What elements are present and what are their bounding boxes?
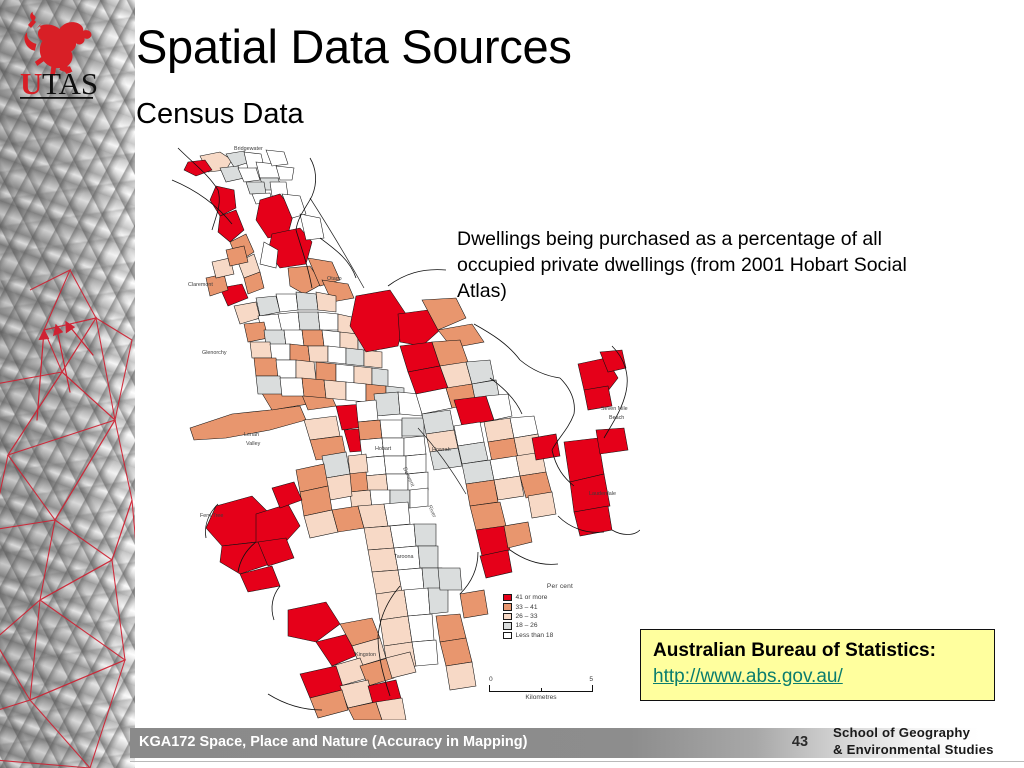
- scalebar-end-label: 5: [589, 676, 593, 683]
- map-region-group-hobart-city: [295, 391, 443, 595]
- map-legend: Per cent 41 or more 33 – 41 26 – 33 18 –…: [503, 583, 599, 640]
- map-place-labels: Bridgewater Claremont Otago Glenorchy Le…: [188, 146, 628, 658]
- legend-label-less-than-18: Less than 18: [515, 631, 554, 639]
- map-label-taroona: Taroona: [394, 554, 413, 560]
- utas-wordmark-tas: TAS: [42, 66, 98, 101]
- map-label-otago: Otago: [327, 276, 342, 282]
- map-region-group-seven-mile-beach: [577, 349, 627, 411]
- utas-lion-crest-icon: [24, 11, 92, 76]
- map-label-seven-mile-line1: Seven Mile: [601, 406, 628, 412]
- scalebar-start-label: 0: [489, 676, 493, 683]
- page-subtitle: Census Data: [136, 98, 304, 130]
- legend-row-41-or-more: 41 or more: [503, 593, 599, 602]
- map-label-lauderdale: Lauderdale: [589, 491, 616, 497]
- source-callout-box: Australian Bureau of Statistics: http://…: [640, 629, 995, 701]
- tin-network-overlay-icon: [0, 268, 135, 768]
- footer-course-label: KGA172 Space, Place and Nature (Accuracy…: [139, 734, 528, 750]
- map-label-bridgewater: Bridgewater: [234, 146, 263, 152]
- map-caption: Dwellings being purchased as a percentag…: [457, 228, 907, 302]
- slide-footer: KGA172 Space, Place and Nature (Accuracy…: [0, 720, 1024, 768]
- map-label-lenah-valley-line2: Valley: [246, 441, 261, 447]
- choropleth-map: .p { stroke:#111; stroke-width:0.55; } .…: [160, 138, 640, 720]
- hobart-choropleth-svg: .p { stroke:#111; stroke-width:0.55; } .…: [171, 146, 640, 720]
- map-label-glenorchy: Glenorchy: [202, 350, 227, 356]
- map-region-group-glenorchy: [233, 291, 389, 389]
- scalebar-units-label: Kilometres: [525, 694, 557, 701]
- footer-school-line2: & Environmental Studies: [833, 742, 994, 757]
- legend-row-33-41: 33 – 41: [503, 602, 599, 611]
- legend-row-less-than-18: Less than 18: [503, 631, 599, 640]
- source-url-link[interactable]: http://www.abs.gov.au/: [653, 666, 843, 687]
- map-region-group-lauderdale: [563, 427, 629, 537]
- legend-label-33-41: 33 – 41: [515, 603, 538, 611]
- legend-swatch-18-26: [503, 622, 512, 630]
- map-scalebar: 0 5 Kilometres: [489, 676, 593, 701]
- utas-wordmark-u: U: [20, 66, 42, 101]
- decorative-sidebar: [0, 0, 135, 768]
- scalebar-midpoint-tick: [541, 688, 543, 691]
- scalebar-bar: [489, 685, 593, 692]
- utas-wordmark: U TAS: [20, 66, 98, 101]
- map-label-howrah: Howrah: [432, 447, 451, 453]
- hillshade-terrain-icon: [0, 0, 135, 768]
- source-title: Australian Bureau of Statistics:: [653, 640, 936, 661]
- footer-rule: [130, 761, 1024, 762]
- footer-school-label: School of Geography & Environmental Stud…: [833, 724, 994, 758]
- legend-swatch-less-than-18: [503, 631, 512, 639]
- map-coastline: [171, 147, 640, 711]
- footer-bar: [130, 728, 1024, 758]
- legend-swatch-26-33: [503, 612, 512, 621]
- map-region-group-west-corridor: [205, 185, 265, 307]
- page-title: Spatial Data Sources: [136, 20, 572, 73]
- footer-school-line1: School of Geography: [833, 725, 971, 740]
- legend-row-26-33: 26 – 33: [503, 612, 599, 621]
- map-label-hobart: Hobart: [375, 446, 392, 452]
- map-region-group-north: [183, 149, 295, 205]
- legend-label-18-26: 18 – 26: [515, 622, 538, 630]
- legend-swatch-33-41: [503, 603, 512, 611]
- map-label-lenah-valley-line1: Lenah: [244, 432, 259, 438]
- legend-row-18-26: 18 – 26: [503, 621, 599, 630]
- utas-logo: U TAS: [20, 11, 98, 101]
- legend-title: Per cent: [546, 583, 574, 590]
- map-label-fern-tree: Fern Tree: [200, 513, 223, 519]
- footer-page-number: 43: [791, 734, 809, 750]
- map-region-group-howrah: [421, 393, 561, 579]
- legend-label-26-33: 26 – 33: [515, 612, 538, 620]
- map-label-kingston: Kingston: [355, 652, 376, 658]
- legend-label-41-or-more: 41 or more: [515, 594, 548, 602]
- map-region-group-fern-tree: [205, 481, 303, 593]
- map-region-group-risdon: [255, 193, 355, 303]
- map-label-claremont: Claremont: [188, 282, 213, 288]
- utas-underline: [20, 97, 93, 99]
- map-river: [309, 197, 467, 495]
- map-region-group-kingston: [287, 601, 417, 720]
- map-label-seven-mile-line2: Beach: [609, 415, 624, 421]
- legend-swatch-41-or-more: [503, 593, 512, 602]
- map-label-river: River: [426, 504, 437, 518]
